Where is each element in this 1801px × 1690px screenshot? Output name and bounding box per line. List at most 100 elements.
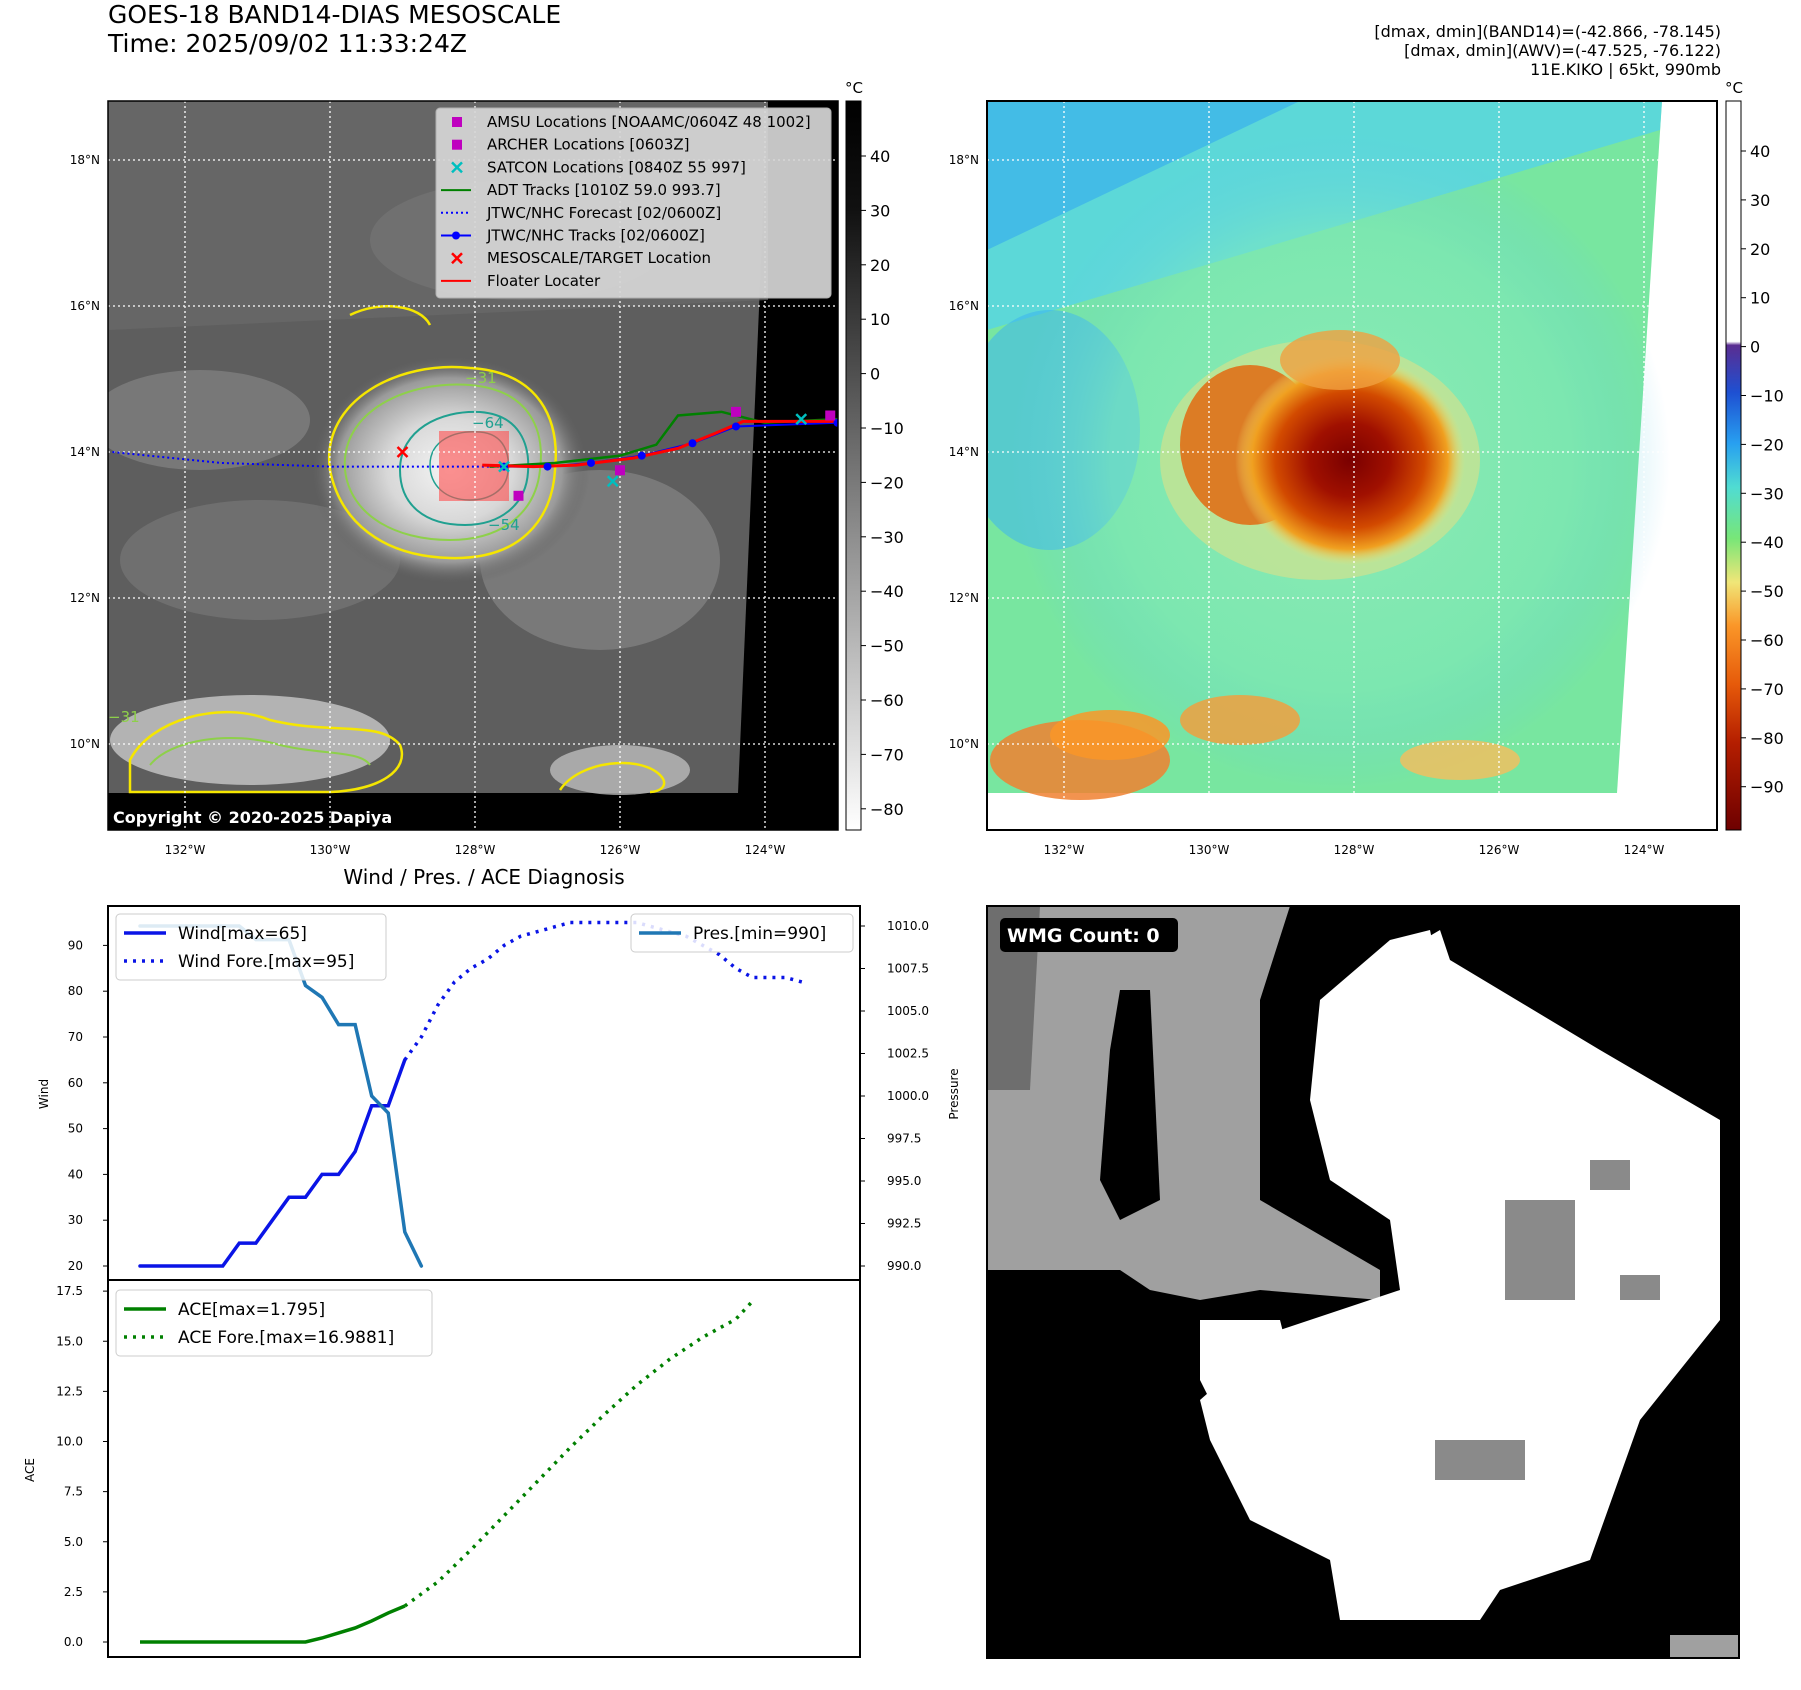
legend-label: JTWC/NHC Forecast [02/0600Z] [486, 204, 721, 222]
lat-tick-label: 16°N [949, 299, 979, 313]
wind-tick-label: 70 [68, 1030, 83, 1044]
lon-tick-label: 126°W [1479, 843, 1520, 857]
ir-colorbar-tick: 0 [870, 365, 880, 384]
lon-tick-label: 130°W [1189, 843, 1230, 857]
ace-tick-label: 10.0 [56, 1435, 83, 1449]
ace-ylabel: ACE [23, 1458, 37, 1482]
lat-tick-label: 10°N [949, 737, 979, 751]
legend-entry: JTWC/NHC Forecast [02/0600Z] [441, 204, 721, 222]
figure-title: GOES-18 BAND14-DIAS MESOSCALE [108, 0, 562, 29]
lat-tick-label: 14°N [70, 445, 100, 459]
header-left: GOES-18 BAND14-DIAS MESOSCALE Time: 2025… [108, 0, 561, 58]
pressure-tick-label: 997.5 [887, 1132, 921, 1146]
legend-label: ACE[max=1.795] [178, 1300, 325, 1320]
awv-colorbar-tick: −20 [1750, 435, 1784, 454]
awv-colorbar-tick: −50 [1750, 582, 1784, 601]
amsu-marker [513, 490, 524, 501]
wmg-white-region [1200, 930, 1720, 1620]
series-ace-fore- [403, 1300, 754, 1608]
legend-label: Wind Fore.[max=95] [178, 952, 354, 972]
jtwc-track-point [543, 462, 552, 471]
lat-tick-label: 10°N [70, 737, 100, 751]
pressure-tick-label: 990.0 [887, 1259, 921, 1273]
ace-legend: ACE[max=1.795] ACE Fore.[max=16.9881] [115, 1289, 433, 1357]
awv-colorbar-tick: 30 [1750, 191, 1770, 210]
lon-tick-label: 132°W [165, 843, 206, 857]
pressure-tick-label: 1002.5 [887, 1047, 929, 1061]
contour-label-64: −64 [472, 414, 504, 432]
awv-panel: °C 40 30 20 10 0 −10 −20 −30 −40 −50 −60 −70 −80 −90 [986, 79, 1784, 831]
wmg-count-label: WMG Count: 0 [1007, 925, 1160, 947]
diagnosis-title: Wind / Pres. / ACE Diagnosis [343, 865, 624, 889]
wind-ylabel: Wind [37, 1079, 51, 1109]
amsu-marker [825, 410, 836, 421]
ir-contour-labels: −64 −54 −31 −31 [108, 369, 520, 726]
lat-tick-label: 16°N [70, 299, 100, 313]
contour-label-54: −54 [488, 516, 520, 534]
wind-tick-label: 60 [68, 1076, 83, 1090]
figure-time: Time: 2025/09/02 11:33:24Z [108, 29, 467, 58]
ir-panel: −64 −54 −31 −31 Copyright © 2020-2025 Da… [107, 79, 904, 831]
ace-tick-label: 5.0 [64, 1535, 83, 1549]
awv-colorbar-tick: −60 [1750, 631, 1784, 650]
awv-core [1235, 355, 1465, 565]
legend-swatch [452, 117, 462, 127]
amsu-marker [731, 406, 741, 417]
pressure-tick-label: 1005.0 [887, 1004, 929, 1018]
ir-colorbar-tick: 20 [870, 256, 890, 275]
ir-colorbar-tick: −70 [870, 745, 904, 764]
legend-entry: ADT Tracks [1010Z 59.0 993.7] [441, 181, 721, 199]
satcon-marker [606, 475, 619, 488]
legend-entry: AMSU Locations [NOAAMC/0604Z 48 1002] [452, 113, 811, 131]
pressure-tick-label: 995.0 [887, 1174, 921, 1188]
lon-tick-label: 128°W [1334, 843, 1375, 857]
ir-frame [107, 100, 839, 831]
pressure-legend: Pres.[min=990] [630, 913, 854, 953]
legend-swatch [452, 139, 462, 150]
legend-swatch [451, 252, 463, 265]
contour-41 [343, 383, 542, 542]
awv-gridlines [987, 101, 1717, 830]
awv-colorbar-tick: −80 [1750, 729, 1784, 748]
amsu-marker [615, 465, 625, 476]
ir-colorbar-tick: 10 [870, 310, 890, 329]
wind-tick-label: 50 [68, 1122, 83, 1136]
lat-tick-label: 14°N [949, 445, 979, 459]
awv-colorbar-tick: 0 [1750, 338, 1760, 357]
awv-colorbar-tick: −30 [1750, 484, 1784, 503]
pressure-ylabel: Pressure [947, 1068, 961, 1119]
awv-colorbar-tick: −90 [1750, 778, 1784, 797]
lon-tick-label: 124°W [1624, 843, 1665, 857]
awv-colorbar: °C 40 30 20 10 0 −10 −20 −30 −40 −50 −60 −70 −80 −90 [1725, 79, 1784, 831]
band14-range: [dmax, dmin](BAND14)=(-42.866, -78.145) [1374, 22, 1721, 41]
ir-colorbar-tick: −40 [870, 582, 904, 601]
awv-colorbar-gradient [1725, 100, 1742, 831]
wind-tick-label: 90 [68, 938, 83, 952]
ace-tick-label: 15.0 [56, 1334, 83, 1348]
awv-frame [986, 100, 1718, 831]
lon-tick-label: 126°W [600, 843, 641, 857]
legend-label: ACE Fore.[max=16.9881] [178, 1328, 394, 1348]
awv-colorbar-tick: 10 [1750, 289, 1770, 308]
awv-range: [dmax, dmin](AWV)=(-47.525, -76.122) [1404, 41, 1721, 60]
jtwc-track-point [587, 458, 595, 467]
ace-tick-label: 0.0 [64, 1635, 83, 1649]
contour-label-31b: −31 [108, 708, 140, 726]
target-marker [396, 446, 409, 458]
wind-legend: Wind[max=65] Wind Fore.[max=95] [115, 913, 387, 981]
ir-colorbar-tick: −20 [870, 473, 904, 492]
wind-tick-label: 30 [68, 1213, 83, 1227]
lon-tick-label: 128°W [455, 843, 496, 857]
awv-colorbar-tick: −70 [1750, 680, 1784, 699]
ace-tick-label: 12.5 [56, 1384, 83, 1398]
ir-colorbar-gradient [845, 100, 862, 831]
legend-label: SATCON Locations [0840Z 55 997] [487, 158, 746, 176]
wmg-count-badge [1000, 918, 1178, 952]
pressure-tick-label: 1000.0 [887, 1089, 929, 1103]
lon-tick-label: 132°W [1044, 843, 1085, 857]
ir-colorbar-tick: −80 [870, 800, 904, 819]
ir-colorbar-tick: 30 [870, 201, 890, 220]
awv-colorbar-tick: −10 [1750, 387, 1784, 406]
awv-colorbar-tick: 40 [1750, 142, 1770, 161]
satcon-marker [795, 413, 808, 426]
